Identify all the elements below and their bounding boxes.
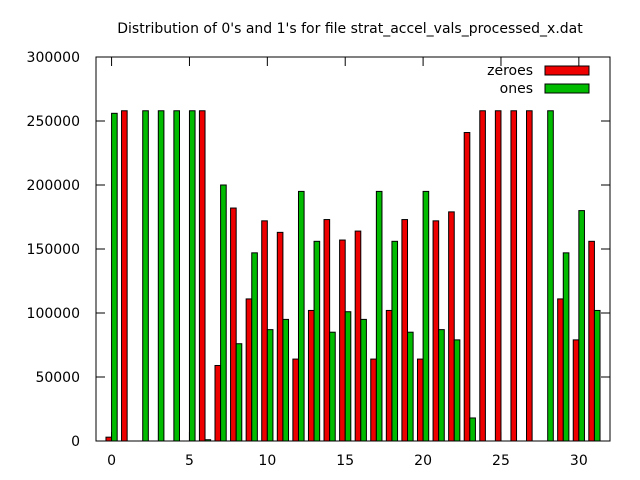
legend-swatch <box>544 83 590 94</box>
legend-label: zeroes <box>487 63 533 79</box>
x-tick-label: 15 <box>336 453 354 469</box>
bar-ones <box>251 252 258 442</box>
bar-zeroes <box>354 230 362 442</box>
bar-zeroes <box>385 309 393 442</box>
bar-ones <box>329 331 336 442</box>
y-tick-label: 250000 <box>27 114 80 130</box>
y-tick-label: 150000 <box>27 242 80 258</box>
tick-labels: 0 50000 100000 150000 200000 250000 300000 0 5 10… <box>27 50 588 469</box>
bar-ones <box>547 110 554 442</box>
bar-ones <box>188 110 196 442</box>
bar-zeroes <box>323 219 331 442</box>
bar-ones <box>562 252 570 442</box>
bar-zeroes <box>526 110 533 442</box>
bar-zeroes <box>230 207 237 442</box>
bar-ones <box>360 318 367 442</box>
legend: zeroes ones <box>487 63 590 97</box>
bar-zeroes <box>370 358 377 442</box>
bar-ones <box>111 112 118 442</box>
bar-zeroes <box>276 231 284 442</box>
y-tick-label: 50000 <box>35 370 80 386</box>
x-tick-label: 30 <box>570 453 588 469</box>
y-tick-label: 300000 <box>27 50 80 66</box>
bar-ones <box>235 343 243 442</box>
plot-frame <box>95 56 611 442</box>
bar-zeroes <box>292 358 299 442</box>
chart-title: Distribution of 0's and 1's for file str… <box>117 21 583 37</box>
x-tick-label: 20 <box>414 453 432 469</box>
bar-zeroes <box>572 339 580 442</box>
bar-zeroes <box>479 110 486 442</box>
y-tick-label: 200000 <box>27 178 80 194</box>
bar-ones <box>157 110 165 442</box>
y-tick-label: 100000 <box>27 306 80 322</box>
bar-ones <box>375 190 383 442</box>
legend-label: ones <box>500 81 533 97</box>
legend-swatch <box>544 65 590 76</box>
bar-zeroes <box>448 211 455 442</box>
bar-zeroes <box>510 110 518 442</box>
bar-ones <box>282 318 290 442</box>
axis-ticks <box>96 56 610 442</box>
bar-ones <box>142 110 149 442</box>
y-tick-label: 0 <box>71 434 80 450</box>
bar-zeroes <box>588 240 595 442</box>
x-tick-label: 25 <box>492 453 510 469</box>
bar-zeroes <box>416 358 424 442</box>
bar-zeroes <box>432 220 440 442</box>
bar-zeroes <box>121 110 128 442</box>
bar-zeroes <box>214 364 222 442</box>
x-tick-label: 10 <box>258 453 276 469</box>
bar-zeroes <box>339 239 346 442</box>
bar-zeroes <box>198 110 206 442</box>
bar-zeroes <box>463 132 471 442</box>
bar-ones <box>407 331 414 442</box>
bar-zeroes <box>245 298 253 442</box>
bar-ones <box>391 240 399 442</box>
bar-ones <box>220 184 227 442</box>
bar-ones <box>313 240 321 442</box>
bar-ones <box>578 210 585 442</box>
bar-zeroes <box>307 309 315 442</box>
bar-zeroes <box>105 436 113 442</box>
x-tick-label: 5 <box>185 453 194 469</box>
bar-ones <box>344 311 352 442</box>
bar-ones <box>593 309 601 442</box>
bar-ones <box>173 110 180 442</box>
bar-ones <box>266 329 274 442</box>
bar-zeroes <box>401 219 409 442</box>
x-tick-label: 0 <box>107 453 116 469</box>
bar-zeroes <box>261 220 268 442</box>
bar-zeroes <box>494 110 502 442</box>
bar-ones <box>422 190 430 442</box>
bar-ones <box>297 190 305 442</box>
bar-ones <box>469 417 476 442</box>
bars <box>105 110 601 442</box>
bar-zeroes <box>557 298 564 442</box>
bar-ones <box>453 339 461 442</box>
bar-ones <box>438 329 445 442</box>
